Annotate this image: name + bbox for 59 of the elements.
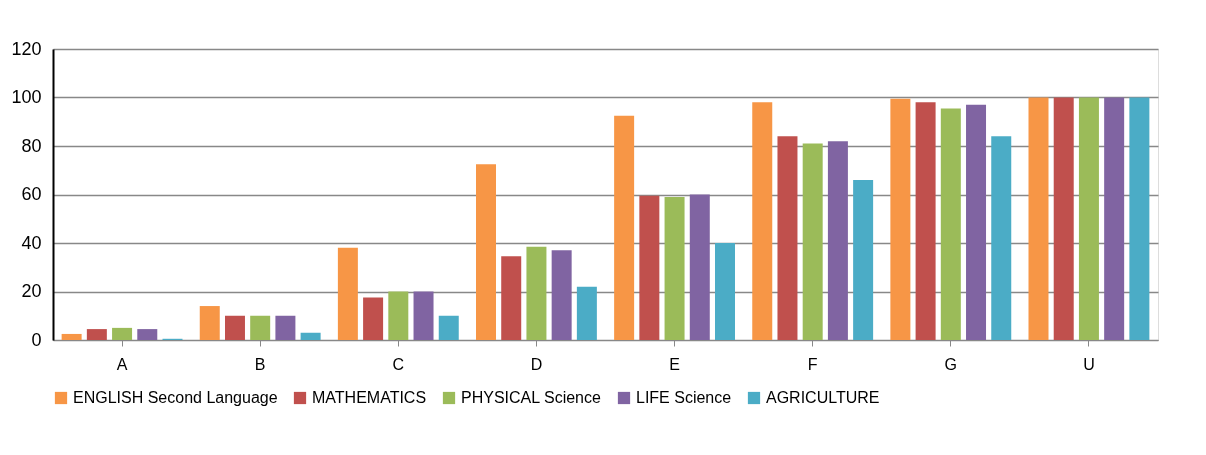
bar xyxy=(275,315,296,340)
x-tick-label: E xyxy=(669,355,680,373)
legend-label: ENGLISH Second Language xyxy=(73,389,278,406)
bar xyxy=(940,108,961,340)
legend-label: LIFE Science xyxy=(636,389,732,406)
bar xyxy=(363,297,384,340)
y-tick-label: 0 xyxy=(31,329,42,350)
bar xyxy=(827,141,848,340)
bar xyxy=(614,115,635,340)
bar xyxy=(576,286,597,340)
bar xyxy=(476,164,496,340)
bar xyxy=(689,194,710,340)
x-tick-label: C xyxy=(392,355,405,373)
legend-label: MATHEMATICS xyxy=(312,389,427,406)
bar xyxy=(112,327,133,340)
bar xyxy=(853,179,874,340)
bar xyxy=(777,136,798,340)
bar xyxy=(715,243,735,340)
bar xyxy=(915,102,936,340)
y-tick-label: 60 xyxy=(21,184,42,204)
x-tick-label: G xyxy=(944,355,958,373)
bar xyxy=(526,246,547,340)
bar xyxy=(61,333,82,340)
x-tick-label: D xyxy=(530,355,543,373)
legend-label: AGRICULTURE xyxy=(766,389,880,406)
bar xyxy=(137,329,158,340)
bar xyxy=(199,306,220,340)
y-tick-label: 100 xyxy=(11,87,42,107)
y-tick-label: 20 xyxy=(21,281,42,301)
bar xyxy=(438,315,459,340)
bar xyxy=(501,256,522,340)
bar xyxy=(1104,97,1125,340)
bar xyxy=(388,291,409,340)
bar xyxy=(752,102,773,340)
x-tick-label: U xyxy=(1083,355,1095,373)
bar xyxy=(991,136,1012,340)
bar xyxy=(224,315,245,340)
bar xyxy=(1028,97,1049,340)
legend-label: PHYSICAL Science xyxy=(461,389,602,406)
bar xyxy=(337,247,358,340)
bar xyxy=(86,329,107,340)
bar xyxy=(250,315,271,340)
bar xyxy=(802,143,823,340)
bar xyxy=(300,332,321,340)
x-tick-label: B xyxy=(254,355,266,373)
bar xyxy=(639,195,660,340)
bar xyxy=(890,98,911,340)
bar xyxy=(551,250,572,340)
bar xyxy=(413,291,434,340)
y-tick-label: 120 xyxy=(11,38,42,59)
y-tick-label: 80 xyxy=(21,135,42,156)
x-tick-label: F xyxy=(807,355,818,373)
bar xyxy=(664,196,685,340)
x-tick-label: A xyxy=(116,355,128,373)
bar xyxy=(966,104,987,340)
bar xyxy=(1078,97,1099,340)
y-tick-label: 40 xyxy=(21,232,42,253)
bar xyxy=(1129,97,1150,340)
bar xyxy=(1053,97,1074,340)
